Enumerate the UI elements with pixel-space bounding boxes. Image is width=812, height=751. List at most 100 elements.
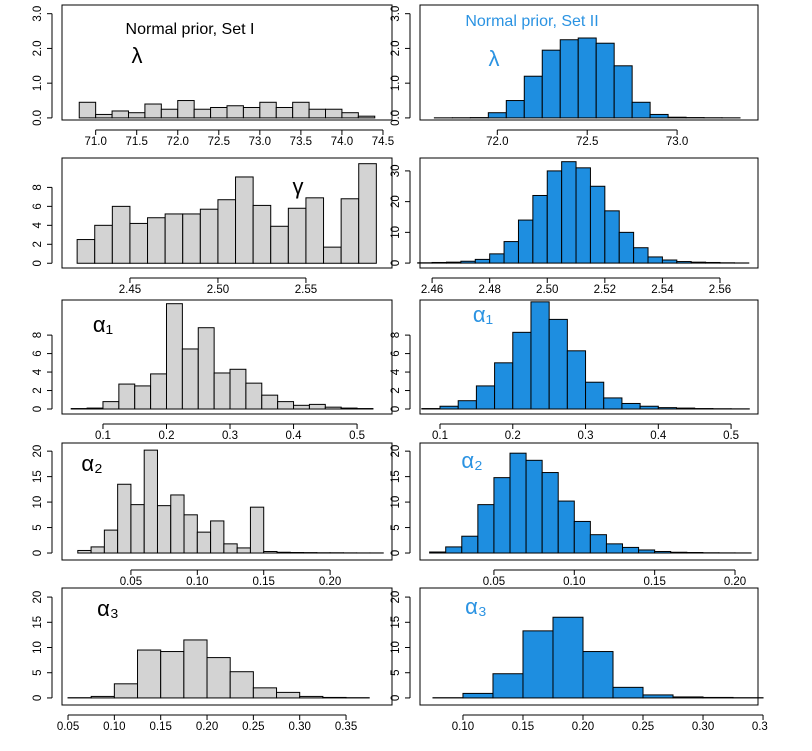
bar	[676, 407, 696, 410]
bar	[235, 176, 254, 264]
bar	[477, 504, 495, 554]
plot-box	[61, 4, 393, 121]
bar	[546, 170, 563, 264]
x-tick-label: 2.50	[536, 284, 558, 296]
x-tick-label: 0.20	[196, 721, 218, 733]
bar	[340, 198, 360, 264]
annotation: γ	[293, 174, 304, 199]
y-tick-label: 6	[390, 350, 402, 356]
panel: 71.0 71.5 72.0 72.5 73.0 73.5 74.0 74.5 0.0 1.0 2.…	[32, 4, 394, 148]
bar	[589, 534, 607, 554]
y-tick-label: 8	[32, 184, 44, 190]
bar	[78, 101, 97, 119]
bar	[77, 549, 92, 554]
y-tick-label: 3.0	[390, 6, 402, 22]
x-tick-label: 71.0	[84, 136, 106, 148]
x-tick-label: 0.15	[512, 721, 534, 733]
bar	[595, 42, 615, 119]
bar	[667, 116, 687, 119]
x-tick-label: 2.55	[295, 284, 317, 296]
bar	[118, 383, 136, 410]
bar	[670, 551, 688, 554]
plot-box	[419, 157, 759, 269]
panel: 0.1 0.2 0.3 0.4 0.5 0 2 4 6 8 α₁	[390, 299, 759, 442]
bar	[90, 695, 115, 699]
bar	[474, 258, 491, 264]
y-tick-label: 3.0	[32, 6, 44, 22]
bar	[577, 37, 597, 119]
bar	[226, 105, 244, 119]
x-tick-label: 71.5	[126, 136, 148, 148]
bar	[111, 205, 131, 264]
bar	[164, 213, 184, 264]
bar	[111, 110, 129, 119]
bar	[589, 185, 606, 264]
bar	[552, 616, 584, 699]
plot-box	[419, 587, 759, 706]
plot-box	[419, 299, 759, 415]
y-tick-label: 5	[32, 670, 44, 676]
x-tick-label: 0.05	[57, 721, 79, 733]
bar	[130, 504, 145, 554]
bar	[289, 552, 305, 554]
bar	[245, 382, 263, 410]
y-tick-label: 20	[32, 591, 44, 604]
y-tick-label: 15	[390, 616, 402, 629]
bar	[277, 401, 295, 410]
x-tick-label: 2.56	[709, 284, 731, 296]
x-tick-label: 2.45	[119, 284, 141, 296]
bar	[165, 303, 183, 410]
y-tick-label: 2	[32, 241, 44, 247]
x-tick-label: 0.4	[286, 430, 303, 442]
bar	[357, 115, 376, 119]
y-tick-label: 2	[32, 387, 44, 393]
annotation: Normal prior, Set II	[465, 13, 598, 30]
bar	[137, 649, 162, 699]
bar	[618, 231, 635, 264]
bar	[633, 247, 649, 264]
bar	[160, 651, 185, 699]
y-tick-label: 15	[32, 470, 44, 483]
bar	[661, 259, 678, 264]
y-tick-label: 15	[32, 616, 44, 629]
x-tick-label: 72.5	[576, 136, 598, 148]
annotation: λ	[132, 43, 143, 68]
bar	[223, 543, 238, 554]
bar	[287, 207, 307, 264]
bar	[308, 403, 326, 410]
bar	[293, 404, 310, 410]
y-tick-label: 10	[32, 641, 44, 654]
bar	[249, 506, 265, 554]
y-tick-label: 1.0	[32, 75, 44, 91]
bar	[341, 112, 359, 119]
bar	[639, 405, 659, 410]
x-tick-label: 0.10	[103, 721, 125, 733]
y-tick-label: 0	[32, 550, 44, 556]
bar	[276, 551, 291, 554]
x-tick-label: 0.20	[572, 721, 594, 733]
bar	[252, 204, 272, 264]
bar	[439, 405, 459, 410]
x-tick-label: 0.15	[253, 576, 275, 588]
panel: 2.46 2.48 2.50 2.52 2.54 2.56 0 10 20 30	[390, 157, 759, 296]
bar	[657, 407, 678, 410]
annotation: α₁	[473, 302, 493, 327]
plot-box	[419, 442, 759, 561]
annotation: Normal prior, Set I	[126, 21, 255, 38]
bar	[582, 651, 614, 699]
y-tick-label: 6	[32, 350, 44, 356]
bar	[642, 694, 674, 699]
bar	[457, 400, 477, 410]
bar	[299, 695, 324, 699]
bar	[548, 318, 568, 410]
y-tick-label: 4	[32, 368, 44, 375]
bar	[259, 101, 277, 119]
bar	[182, 213, 201, 264]
x-tick-label: 72.0	[486, 136, 508, 148]
bar	[325, 108, 343, 119]
bar	[156, 505, 172, 554]
bar	[144, 103, 162, 119]
bar	[263, 550, 278, 554]
bar	[183, 639, 208, 699]
x-tick-label: 73.5	[290, 136, 312, 148]
